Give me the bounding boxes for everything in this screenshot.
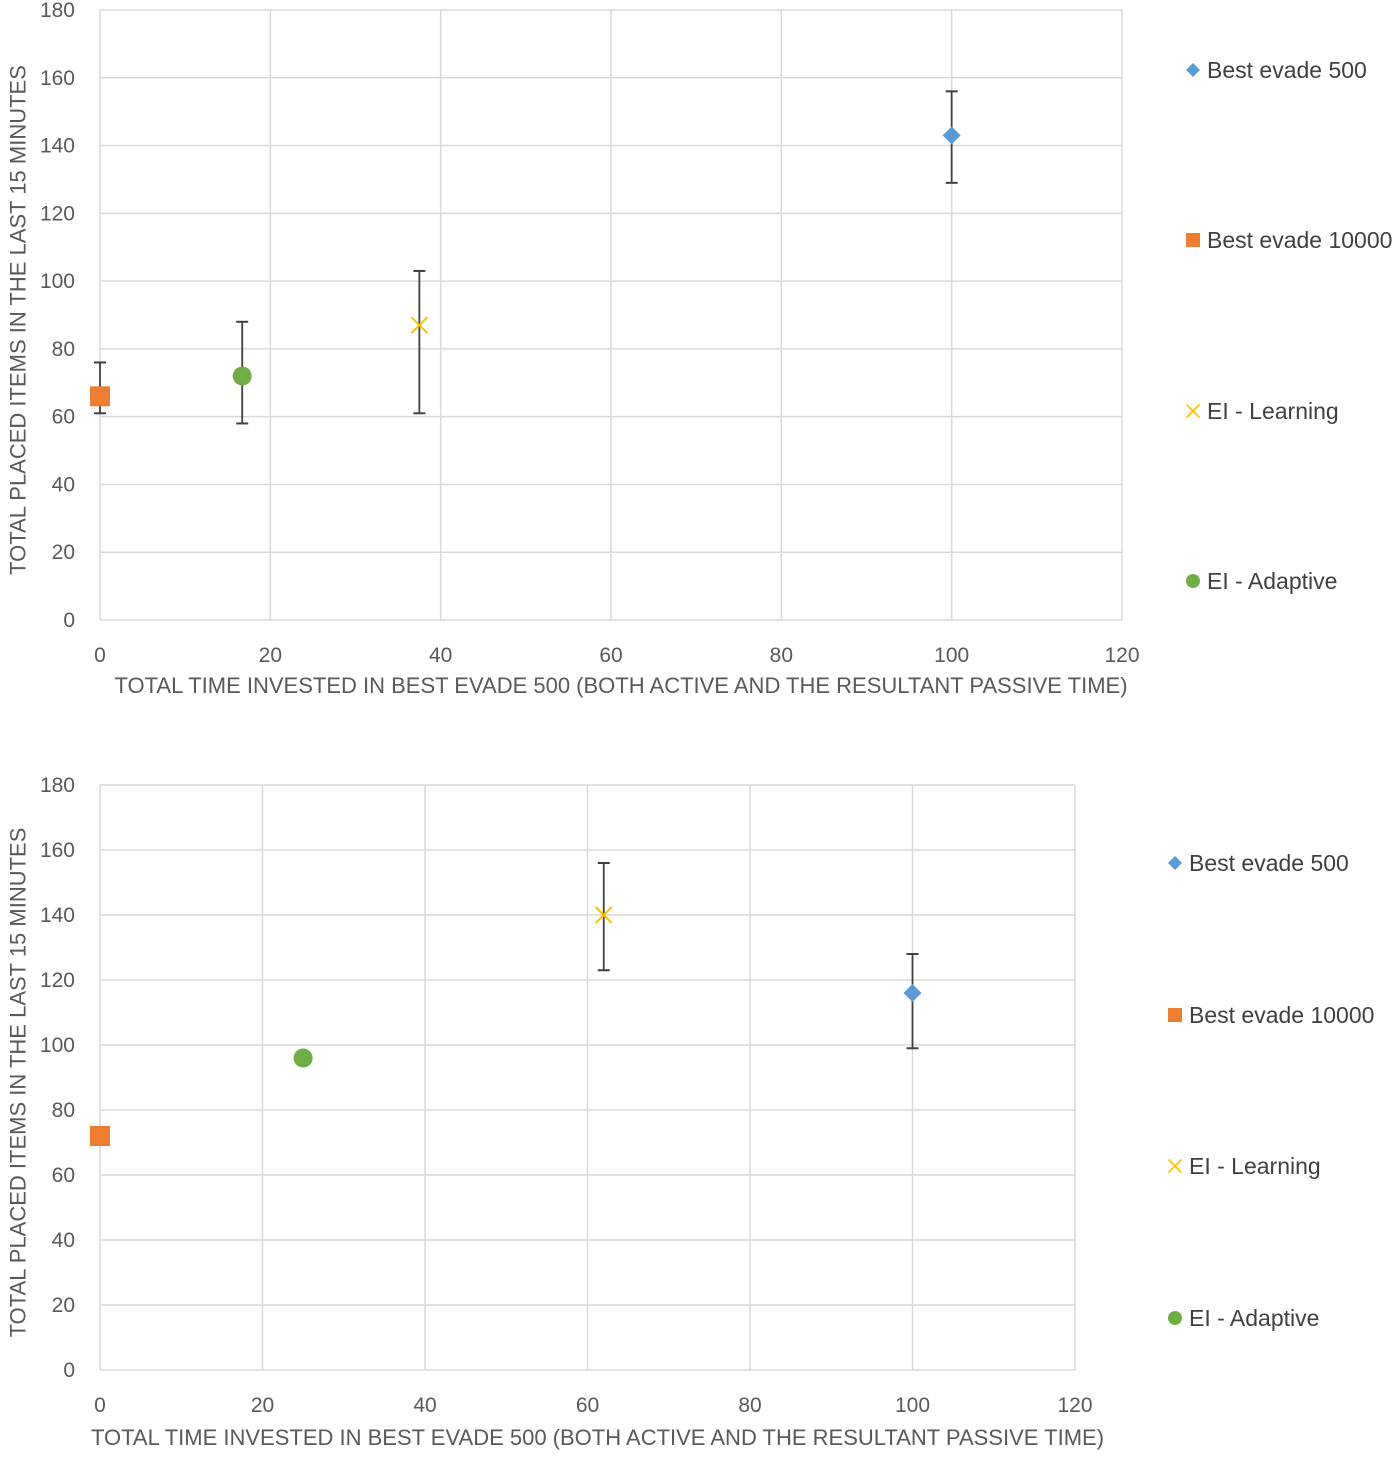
y-axis-title: TOTAL PLACED ITEMS IN THE LAST 15 MINUTE… (6, 65, 31, 575)
legend-label: Best evade 10000 (1207, 227, 1392, 253)
circle-legend-icon (1168, 1311, 1182, 1325)
legend-item: EI - Adaptive (1186, 568, 1337, 594)
y-tick-label: 80 (52, 1099, 75, 1122)
x-legend-icon (1167, 1158, 1183, 1174)
data-point-diamond (942, 126, 961, 145)
x-tick-label: 40 (413, 1394, 436, 1417)
legend-item: Best evade 10000 (1168, 1002, 1374, 1028)
error-bar (413, 269, 426, 415)
x-tick-label: 20 (251, 1394, 274, 1417)
y-tick-label: 180 (40, 0, 75, 22)
x-tick-label: 100 (934, 644, 969, 667)
y-tick-label: 20 (52, 1294, 75, 1317)
legend-item: Best evade 10000 (1186, 227, 1392, 253)
circle-legend-icon (1186, 574, 1200, 588)
legend-label: Best evade 10000 (1189, 1002, 1374, 1028)
y-tick-label: 180 (40, 774, 75, 797)
y-tick-label: 140 (40, 904, 75, 927)
y-axis-title: TOTAL PLACED ITEMS IN THE LAST 15 MINUTE… (6, 828, 31, 1338)
data-point-circle (232, 366, 252, 386)
y-tick-label: 0 (63, 609, 75, 632)
legend-label: EI - Adaptive (1207, 568, 1337, 594)
x-legend-icon (1185, 403, 1201, 419)
gridlines (99, 784, 1076, 1371)
legend-label: Best evade 500 (1189, 850, 1349, 876)
chart-bottom: 0 20 40 60 80 100 120 140 160 180 0 20 40 60 80 100 120 T… (6, 774, 1375, 1450)
data-point-square (90, 386, 110, 407)
x-tick-label: 100 (895, 1394, 930, 1417)
y-tick-label: 80 (52, 338, 75, 361)
x-legend-icon-stroke-b (1185, 403, 1201, 419)
legend-label: EI - Adaptive (1189, 1305, 1319, 1331)
data-point-x (595, 906, 613, 924)
x-tick-label: 40 (429, 644, 452, 667)
legend: Best evade 500 Best evade 10000 EI - Learn… (1185, 57, 1392, 594)
y-tick-label: 40 (52, 473, 75, 496)
data-point-x-stroke-b (410, 316, 429, 334)
legend: Best evade 500 Best evade 10000 EI - Learn… (1167, 850, 1374, 1331)
y-tick-label: 100 (40, 1034, 75, 1057)
y-tick-label: 60 (52, 1164, 75, 1187)
square-legend-icon (1186, 233, 1200, 247)
data-point-circle (293, 1048, 313, 1068)
gridlines (99, 9, 1123, 621)
data-point-x (410, 316, 429, 334)
y-tick-label: 20 (52, 541, 75, 564)
legend-item: EI - Learning (1185, 398, 1339, 424)
error-bar (597, 862, 610, 972)
legend-item: Best evade 500 (1186, 57, 1367, 83)
y-tick-label: 60 (52, 406, 75, 429)
data-point-x-stroke-b (595, 906, 613, 924)
diamond-legend-icon (1186, 63, 1200, 77)
x-tick-label: 60 (599, 644, 622, 667)
y-tick-label: 160 (40, 67, 75, 90)
legend-label: EI - Learning (1189, 1153, 1321, 1179)
y-tick-label: 160 (40, 839, 75, 862)
y-tick-label: 0 (63, 1359, 75, 1382)
legend-item: EI - Adaptive (1168, 1305, 1319, 1331)
x-tick-label: 120 (1057, 1394, 1092, 1417)
x-tick-label: 0 (94, 644, 106, 667)
y-tick-label: 100 (40, 270, 75, 293)
legend-item: Best evade 500 (1168, 850, 1349, 876)
chart-top: 0 20 40 60 80 100 120 140 160 180 0 20 40 60 80 100 120 T… (6, 0, 1393, 698)
x-legend-icon-stroke-b (1167, 1158, 1183, 1174)
diamond-legend-icon (1168, 856, 1182, 870)
y-tick-label: 140 (40, 135, 75, 158)
x-tick-label: 60 (576, 1394, 599, 1417)
x-tick-label: 80 (770, 644, 793, 667)
y-tick-label: 120 (40, 969, 75, 992)
y-tick-label: 40 (52, 1229, 75, 1252)
square-legend-icon (1168, 1008, 1182, 1022)
y-tick-label: 120 (40, 202, 75, 225)
x-tick-label: 20 (259, 644, 282, 667)
x-axis-title: TOTAL TIME INVESTED IN BEST EVADE 500 (B… (91, 1425, 1104, 1450)
x-axis-title: TOTAL TIME INVESTED IN BEST EVADE 500 (B… (114, 673, 1127, 698)
x-tick-label: 120 (1104, 644, 1139, 667)
legend-label: Best evade 500 (1207, 57, 1367, 83)
legend-item: EI - Learning (1167, 1153, 1321, 1179)
legend-label: EI - Learning (1207, 398, 1339, 424)
x-tick-label: 80 (738, 1394, 761, 1417)
x-tick-label: 0 (94, 1394, 106, 1417)
data-point-diamond (903, 984, 922, 1002)
data-point-square (90, 1126, 110, 1146)
